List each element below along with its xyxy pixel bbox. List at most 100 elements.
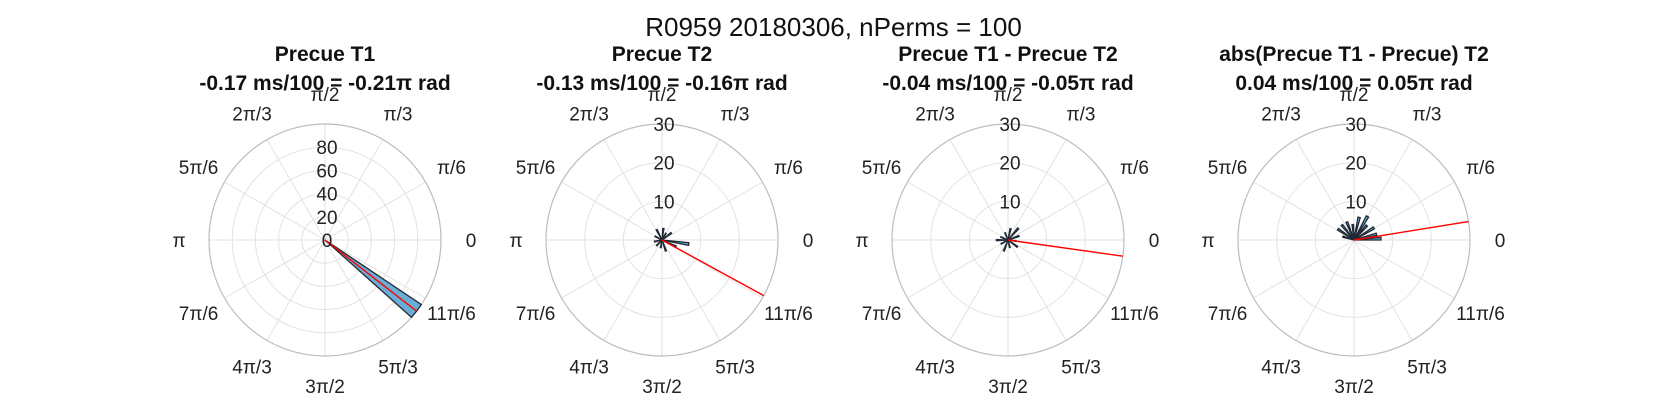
panel-subtitle: -0.04 ms/100 = -0.05π rad [882, 72, 1134, 95]
grid-spoke [603, 239, 663, 341]
angle-tick-label: 5π/3 [715, 357, 755, 378]
grid-spoke [1353, 239, 1455, 299]
angle-tick-label: π/3 [721, 105, 750, 126]
radial-tick-label: 20 [1345, 154, 1366, 175]
histogram-bar [661, 232, 668, 241]
panel-title: Precue T1 [274, 43, 376, 66]
angle-tick-label: 3π/2 [305, 377, 345, 398]
histogram-bar [1340, 223, 1355, 241]
angle-tick-label: 2π/3 [232, 105, 272, 126]
angle-tick-label: 5π/6 [862, 158, 902, 179]
grid-spoke [907, 239, 1009, 299]
histogram-bar [1345, 220, 1355, 241]
grid-spoke [1007, 239, 1067, 341]
angle-tick-label: 5π/6 [1208, 158, 1248, 179]
angle-tick-label: 11π/6 [764, 304, 813, 325]
histogram-bar [1353, 216, 1362, 241]
polar-chart-1: 0204060800π/6π/3π/22π/35π/6π7π/64π/33π/2… [172, 85, 477, 398]
grid-spoke [324, 139, 384, 241]
histogram-bar [655, 239, 663, 247]
histogram-bar [661, 231, 673, 241]
polar-panel-3: Precue T1 - Precue T2 -0.04 ms/100 = -0.… [808, 40, 1208, 417]
grid-spoke [1007, 139, 1067, 241]
angle-tick-label: 0 [1149, 231, 1160, 252]
panel-title: Precue T2 [611, 43, 713, 66]
angle-tick-label: 0 [1495, 231, 1506, 252]
angle-tick-label: π/2 [1340, 85, 1369, 106]
angle-tick-label: 3π/2 [988, 377, 1028, 398]
grid-spoke [324, 181, 426, 241]
mean-direction-line [1007, 239, 1123, 257]
grid-spoke [603, 139, 663, 241]
grid-spoke [661, 139, 721, 241]
radial-tick-label: 80 [316, 138, 337, 159]
angle-tick-label: π/6 [437, 158, 466, 179]
histogram-bar [661, 239, 668, 252]
histogram-bar [654, 235, 663, 241]
grid-spoke [907, 181, 1009, 241]
polar-panel-1: Precue T1 -0.17 ms/100 = -0.21π rad 0 20 4… [125, 40, 525, 417]
polar-chart-2: 10 20 30 0 π/6 π/3 π/2 2π/3 5π/6 π 7π/6 4π/3 3π/2 5π/… [509, 85, 813, 398]
histogram-bar [1353, 215, 1370, 241]
angle-tick-label: π/3 [1413, 105, 1442, 126]
angle-tick-label: 5π/6 [516, 158, 556, 179]
outer-ring [1237, 123, 1471, 357]
angle-tick-label: π/3 [1067, 105, 1096, 126]
radial-tick-label: 10 [653, 192, 674, 213]
grid-spoke [661, 239, 721, 341]
grid-spoke [561, 181, 663, 241]
polar-panel-2: Precue T2 -0.13 ms/100 = -0.16π rad 10 20… [462, 40, 862, 417]
histogram-bar [1341, 235, 1355, 241]
grid-spoke [1007, 239, 1109, 299]
angle-tick-label: 5π/3 [1407, 357, 1447, 378]
angle-tick-label: 0 [466, 231, 477, 252]
angle-tick-label: 7π/6 [179, 304, 219, 325]
histogram-bar [999, 235, 1009, 241]
grid-spoke [949, 139, 1009, 241]
histogram-bar [1007, 239, 1019, 249]
figure-title: R0959 20180306, nPerms = 100 [645, 12, 1022, 42]
panel-subtitle: -0.13 ms/100 = -0.16π rad [536, 72, 788, 95]
histogram-bar [1007, 239, 1012, 249]
panel-title: Precue T1 - Precue T2 [898, 43, 1118, 66]
histogram-bar [659, 239, 663, 249]
angle-tick-label: 5π/3 [1061, 357, 1101, 378]
angle-tick-label: 4π/3 [1261, 357, 1301, 378]
angle-tick-label: 2π/3 [1261, 105, 1301, 126]
histogram-bar [1007, 234, 1020, 241]
panel-subtitle: 0.04 ms/100 = 0.05π rad [1235, 72, 1473, 95]
angle-tick-label: π/3 [384, 105, 413, 126]
radial-tick-label: 30 [1345, 115, 1366, 136]
outer-ring [208, 123, 442, 357]
histogram-bar [1336, 227, 1355, 241]
angle-tick-label: π [1201, 231, 1214, 252]
histogram-bar [1353, 223, 1369, 241]
outer-ring [545, 123, 779, 357]
angle-tick-label: 7π/6 [862, 304, 902, 325]
grid-spoke [324, 239, 384, 341]
grid-spoke [949, 239, 1009, 341]
histogram-bar [661, 239, 690, 247]
mean-direction-line [1353, 220, 1469, 241]
radial-tick-label: 10 [1345, 192, 1366, 213]
angle-tick-label: π/2 [648, 85, 677, 106]
angle-tick-label: 4π/3 [569, 357, 609, 378]
histogram-bar [995, 238, 1009, 242]
angle-tick-label: π/2 [311, 85, 340, 106]
grid-spoke [324, 239, 426, 299]
grid-spoke [561, 239, 663, 299]
histogram-bar [1351, 223, 1355, 241]
radial-tick-label: 20 [316, 208, 337, 229]
angle-tick-label: π [855, 231, 868, 252]
histogram-bar [1007, 226, 1020, 241]
polar-panel-4: abs(Precue T1 - Precue) T2 0.04 ms/100 =… [1154, 40, 1554, 417]
grid-spoke [224, 181, 326, 241]
grid-spoke [1253, 239, 1355, 299]
radial-tick-label: 0 [322, 231, 333, 252]
histogram-bar [1353, 225, 1376, 241]
angle-tick-label: 11π/6 [427, 304, 476, 325]
mean-direction-line [324, 239, 418, 312]
radial-tick-label: 40 [316, 185, 337, 206]
radial-tick-label: 20 [653, 154, 674, 175]
